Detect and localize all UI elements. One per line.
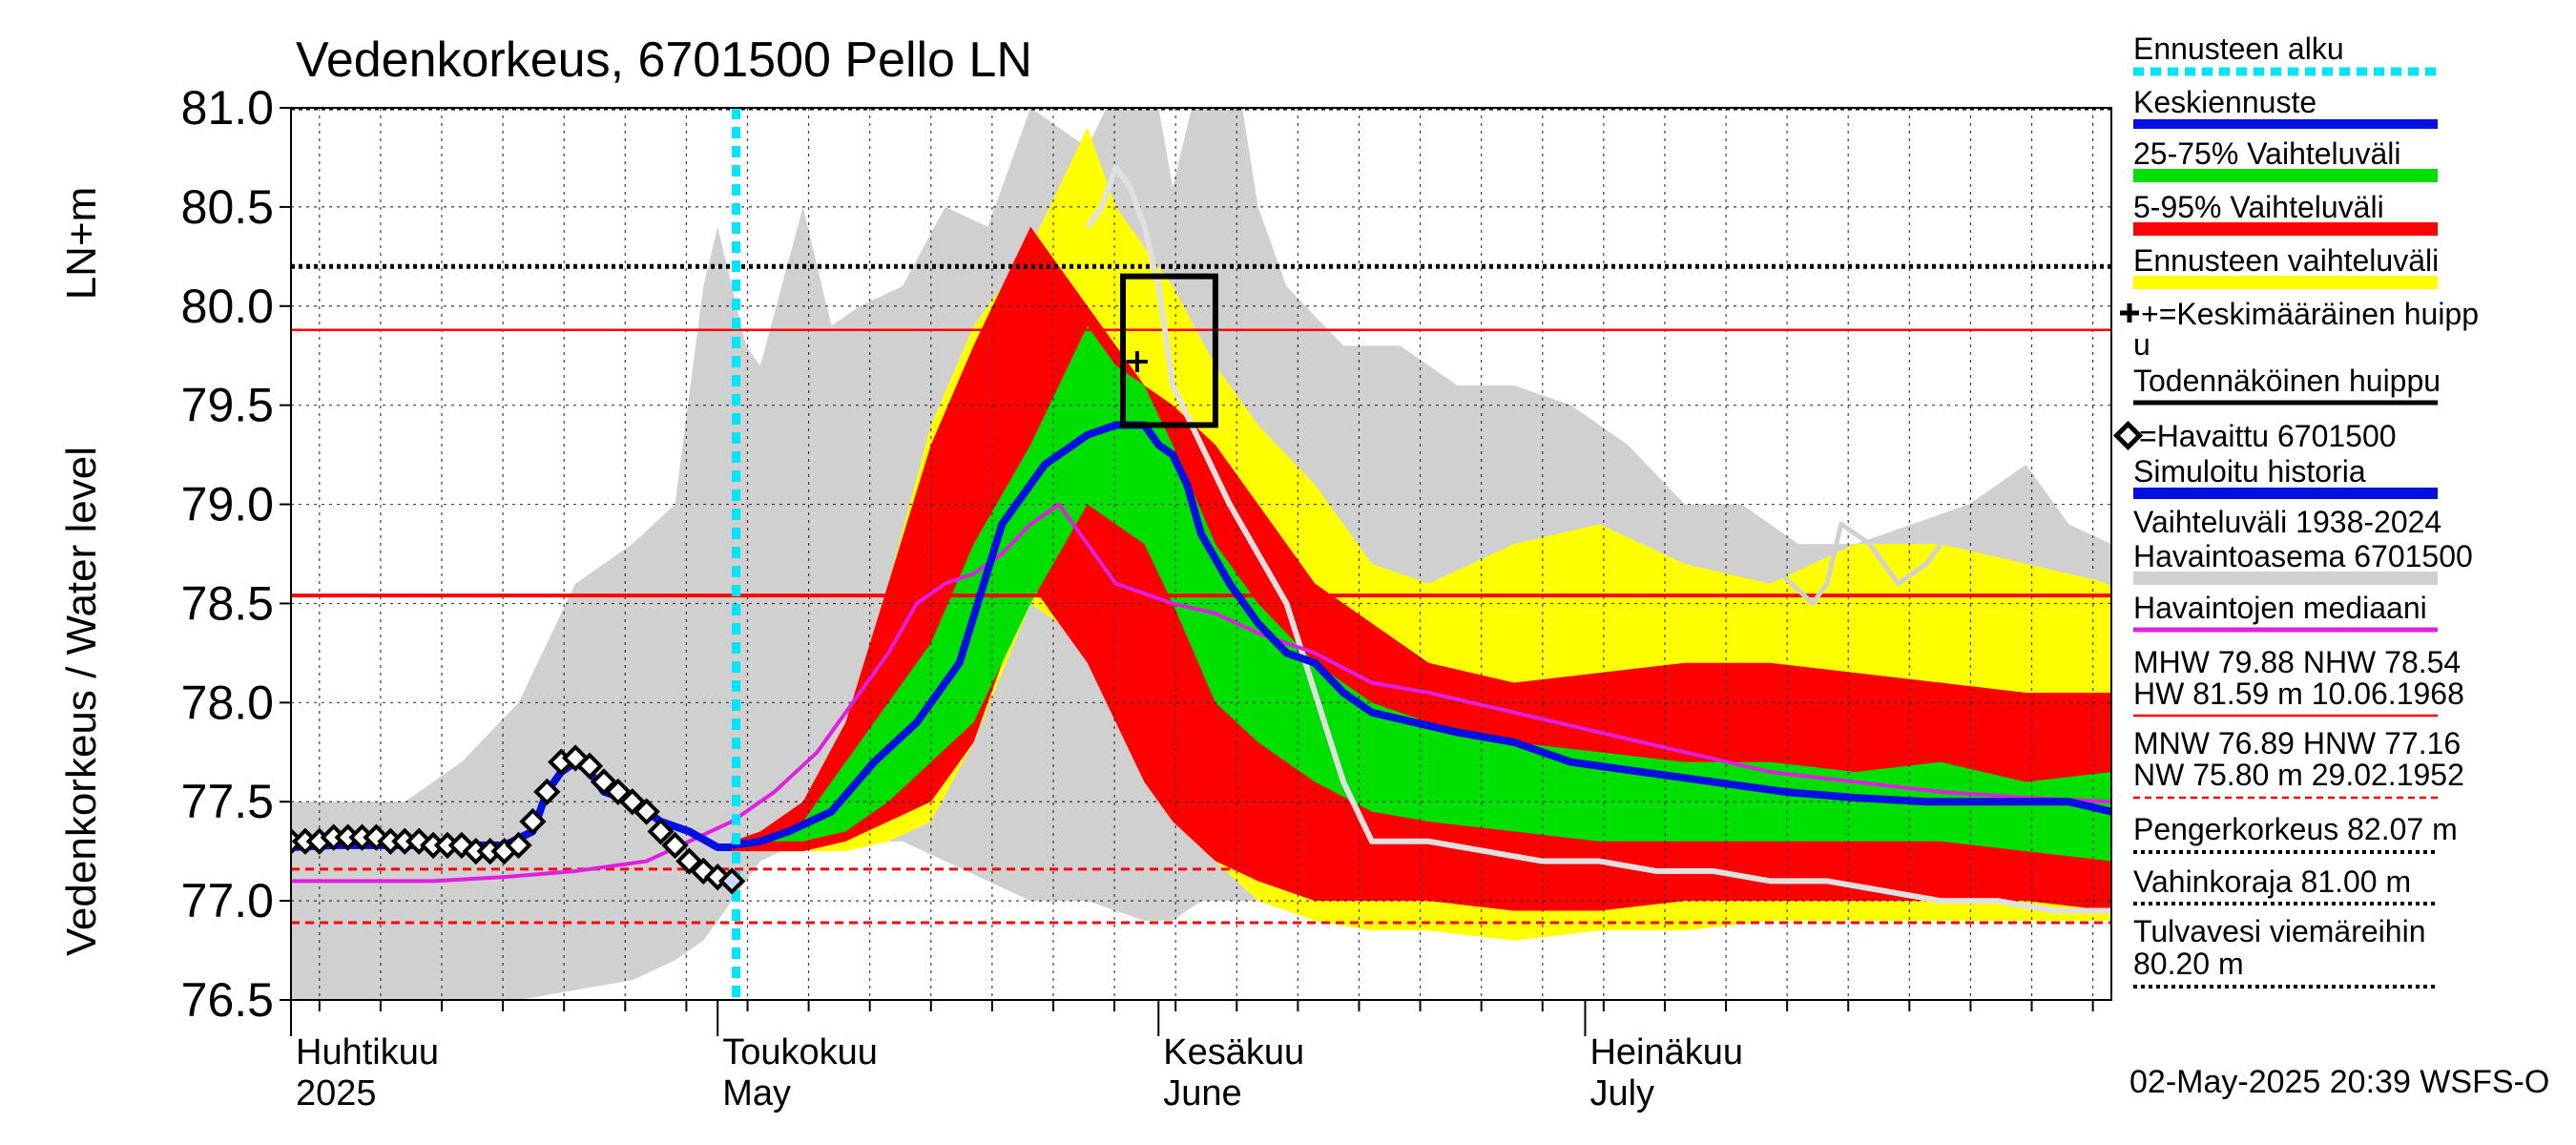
- stat-mnw-hnw: MNW 76.89 HNW 77.16: [2133, 726, 2461, 760]
- y-tick-label: 78.0: [181, 676, 274, 729]
- x-month-label: Toukokuu: [722, 1032, 878, 1072]
- y-axis-label-unit: LN+m: [58, 187, 105, 301]
- observed-point: [533, 778, 561, 805]
- x-month-sublabel: 2025: [296, 1073, 377, 1114]
- stat-embankment: Pengerkorkeus 82.07 m: [2133, 812, 2458, 846]
- probable-peak-box: [1120, 273, 1218, 428]
- y-tick-label: 80.0: [181, 280, 274, 333]
- legend-label-25-75: 25-75% Vaihteluväli: [2133, 136, 2400, 171]
- legend-label-forecast-range: Ennusteen vaihteluväli: [2133, 243, 2439, 278]
- simulated-extreme-line: [1085, 164, 2111, 914]
- mean-forecast-line: [731, 421, 2111, 849]
- x-month-label: Heinäkuu: [1589, 1032, 1743, 1072]
- observed-point: [647, 818, 675, 845]
- y-tick-label: 80.5: [181, 180, 274, 234]
- observed-point: [505, 831, 532, 860]
- band-25-75: [732, 325, 2111, 862]
- y-axis-label: Vedenkorkeus / Water level: [58, 447, 105, 956]
- axes: Vedenkorkeus, 6701500 Pello LN LN+m Vede…: [58, 32, 2549, 1114]
- observed-point: [717, 867, 746, 895]
- y-tick-label: 81.0: [181, 81, 274, 135]
- observed-point: [661, 831, 689, 860]
- observed-point: [320, 823, 347, 851]
- x-month-sublabel: July: [1589, 1073, 1654, 1114]
- legend-label-probable-peak: Todennäköinen huippu: [2133, 364, 2441, 398]
- stat-hw: HW 81.59 m 10.06.1968: [2133, 677, 2464, 711]
- legend-label-observed-median: Havaintojen mediaani: [2133, 591, 2427, 625]
- footer-timestamp: 02-May-2025 20:39 WSFS-O: [2129, 1064, 2549, 1100]
- legend-label-simulated-history: Simuloitu historia: [2133, 454, 2366, 489]
- legend-label-mean-peak: +=Keskimääräinen huipp: [2141, 297, 2479, 331]
- observed-point: [377, 827, 405, 855]
- y-tick-label: 76.5: [181, 973, 274, 1027]
- y-tick-label: 77.5: [181, 775, 274, 828]
- stat-sewer-flood-value: 80.20 m: [2133, 947, 2244, 981]
- observed-point: [476, 838, 504, 865]
- observed-point: [433, 831, 462, 860]
- plot-area: [291, 108, 2111, 1000]
- observed-point: [348, 823, 376, 851]
- legend-label-mean-forecast: Keskiennuste: [2133, 85, 2316, 119]
- observed-point: [291, 827, 305, 855]
- legend-label-history-range: Vaihteluväli 1938-2024: [2133, 505, 2441, 539]
- legend-label-mean-peak-cont: u: [2133, 327, 2150, 362]
- y-tick-label: 79.5: [181, 379, 274, 432]
- x-month-label: Huhtikuu: [296, 1032, 439, 1072]
- x-month-sublabel: May: [722, 1073, 791, 1114]
- observed-point: [462, 838, 489, 865]
- chart-title: Vedenkorkeus, 6701500 Pello LN: [296, 32, 1032, 88]
- stat-sewer-flood: Tulvavesi viemäreihin: [2133, 914, 2425, 948]
- stat-nw: NW 75.80 m 29.02.1952: [2133, 758, 2464, 792]
- observed-point: [291, 827, 320, 855]
- plot-frame: [290, 107, 2112, 1001]
- observed-point: [391, 827, 419, 855]
- legend-observed-diamond-icon: [2112, 420, 2144, 451]
- x-month-sublabel: June: [1163, 1073, 1241, 1114]
- observed-point: [419, 831, 447, 860]
- legend-mean-peak-icon: [2120, 303, 2139, 323]
- y-tick-label: 78.5: [181, 576, 274, 630]
- observed-point: [575, 752, 604, 780]
- stat-damage-limit: Vahinkoraja 81.00 m: [2133, 864, 2411, 899]
- legend-label-observed: =Havaittu 6701500: [2139, 419, 2397, 453]
- y-tick-label: 79.0: [181, 478, 274, 531]
- legend-label-5-95: 5-95% Vaihteluväli: [2133, 190, 2384, 224]
- history-grey-line: [1712, 521, 2111, 606]
- legend: Ennusteen alku Keskiennuste 25-75% Vaiht…: [2112, 31, 2479, 989]
- stat-mhw-nhw: MHW 79.88 NHW 78.54: [2133, 645, 2461, 679]
- observed-point: [519, 807, 547, 836]
- observed-point: [334, 823, 362, 851]
- x-month-label: Kesäkuu: [1163, 1032, 1304, 1072]
- observed-point: [633, 798, 660, 825]
- y-tick-label: 77.0: [181, 874, 274, 927]
- legend-label-history-station: Havaintoasema 6701500: [2133, 539, 2473, 573]
- legend-label-forecast-start: Ennusteen alku: [2133, 31, 2344, 66]
